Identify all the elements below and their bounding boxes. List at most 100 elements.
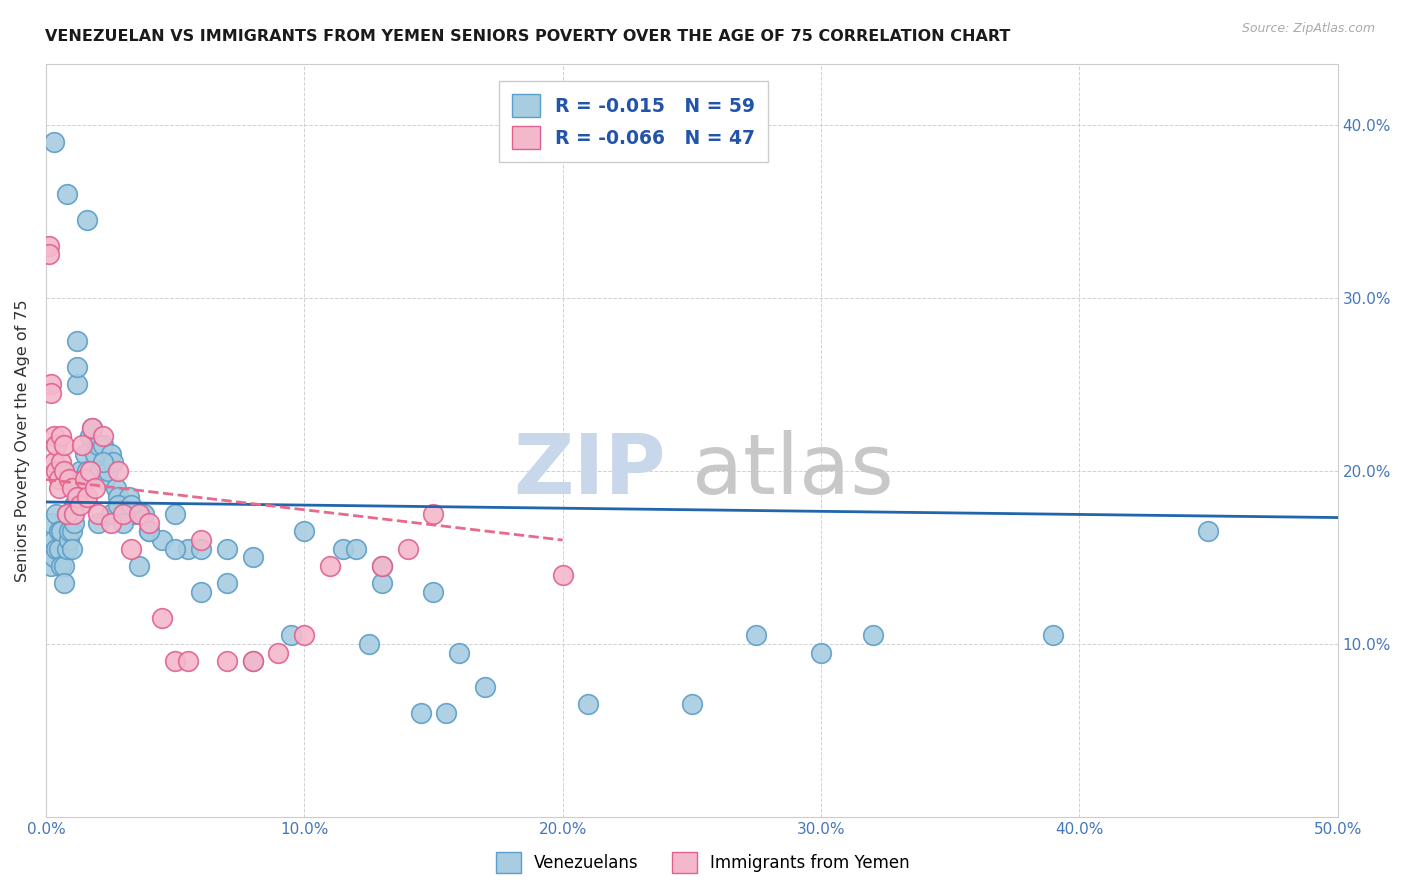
Text: ZIP: ZIP [513,430,666,511]
Point [422,507,444,521]
Point [112,499,135,513]
Legend: R = -0.015   N = 59, R = -0.066   N = 47: R = -0.015 N = 59, R = -0.066 N = 47 [499,81,768,162]
Point [280,628,302,642]
Point [101,455,124,469]
Point [66,334,89,348]
Point [84,446,107,460]
Point [177,541,200,556]
Point [551,567,574,582]
Point [89,464,111,478]
Point [449,646,471,660]
Point [242,550,264,565]
Point [53,559,76,574]
Point [190,541,212,556]
Point [1198,524,1220,539]
Y-axis label: Seniors Poverty Over the Age of 75: Seniors Poverty Over the Age of 75 [15,299,30,582]
Point [70,473,93,487]
Point [190,585,212,599]
Point [70,438,93,452]
Point [48,541,70,556]
Point [55,507,77,521]
Point [42,533,65,547]
Point [86,507,108,521]
Point [51,455,73,469]
Legend: Venezuelans, Immigrants from Yemen: Venezuelans, Immigrants from Yemen [489,846,917,880]
Point [97,464,120,478]
Point [76,464,98,478]
Point [371,559,394,574]
Point [60,481,83,495]
Point [215,541,238,556]
Point [112,507,135,521]
Point [48,473,70,487]
Point [100,507,122,521]
Point [112,516,135,530]
Point [242,654,264,668]
Point [45,541,67,556]
Point [422,585,444,599]
Point [58,473,80,487]
Point [60,541,83,556]
Point [107,464,129,478]
Point [76,212,98,227]
Point [94,473,117,487]
Point [51,429,73,443]
Point [86,438,108,452]
Point [53,438,76,452]
Point [117,490,139,504]
Point [138,524,160,539]
Point [578,698,600,712]
Point [242,654,264,668]
Point [177,654,200,668]
Point [86,516,108,530]
Point [215,576,238,591]
Point [42,135,65,149]
Point [150,533,173,547]
Point [134,507,156,521]
Point [45,464,67,478]
Point [190,533,212,547]
Point [82,420,104,434]
Point [745,628,768,642]
Point [51,559,73,574]
Point [371,576,394,591]
Point [474,680,496,694]
Point [42,455,65,469]
Point [84,481,107,495]
Point [63,507,86,521]
Point [128,507,150,521]
Point [91,438,114,452]
Point [45,438,67,452]
Point [267,646,290,660]
Point [82,420,104,434]
Point [39,516,62,530]
Point [681,698,703,712]
Point [409,706,432,720]
Point [39,377,62,392]
Point [434,706,457,720]
Point [128,507,150,521]
Point [53,576,76,591]
Point [63,499,86,513]
Point [371,559,394,574]
Point [107,490,129,504]
Point [292,628,315,642]
Point [66,377,89,392]
Point [42,429,65,443]
Point [38,247,60,261]
Point [55,186,77,201]
Point [357,637,380,651]
Point [76,490,98,504]
Point [344,541,367,556]
Point [73,473,96,487]
Point [51,524,73,539]
Point [66,359,89,374]
Point [39,559,62,574]
Point [48,481,70,495]
Point [165,541,187,556]
Point [69,464,91,478]
Point [120,541,142,556]
Point [128,559,150,574]
Point [55,507,77,521]
Point [73,446,96,460]
